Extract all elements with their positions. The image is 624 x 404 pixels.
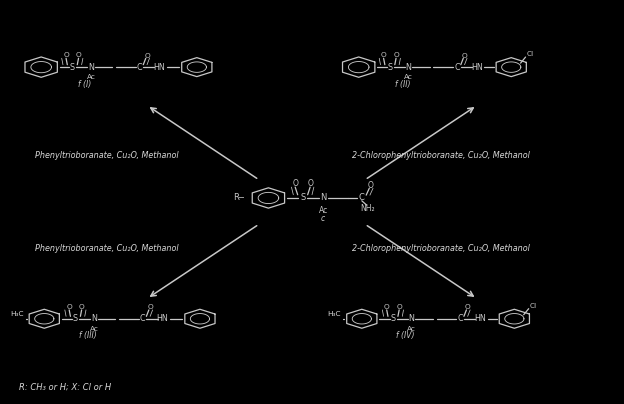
Text: Ac: Ac — [407, 326, 416, 332]
Text: O: O — [381, 52, 386, 58]
Text: O: O — [462, 53, 467, 59]
Text: 2-Chlorophenyltrioboranate, Cu₂O, Methanol: 2-Chlorophenyltrioboranate, Cu₂O, Methan… — [353, 244, 530, 253]
Text: C: C — [454, 63, 460, 72]
Text: Ac: Ac — [90, 326, 99, 332]
Text: O: O — [396, 304, 402, 310]
Text: Phenyltrioboranate, Cu₂O, Methanol: Phenyltrioboranate, Cu₂O, Methanol — [35, 151, 178, 160]
Text: NH₂: NH₂ — [361, 204, 376, 213]
Text: C: C — [359, 194, 365, 202]
Text: Phenyltrioboranate, Cu₂O, Methanol: Phenyltrioboranate, Cu₂O, Methanol — [35, 244, 178, 253]
Text: O: O — [368, 181, 373, 189]
Text: S: S — [391, 314, 396, 323]
Text: f (II): f (II) — [394, 80, 410, 88]
Text: C: C — [137, 63, 142, 72]
Text: N: N — [320, 194, 326, 202]
Text: Ac: Ac — [319, 206, 328, 215]
Text: R: CH₃ or H; X: Cl or H: R: CH₃ or H; X: Cl or H — [19, 382, 112, 391]
Text: O: O — [384, 304, 389, 310]
Text: N: N — [91, 314, 97, 323]
Text: HN: HN — [474, 314, 486, 323]
Text: O: O — [147, 305, 153, 311]
Text: Cl: Cl — [527, 51, 534, 57]
Text: HN: HN — [471, 63, 483, 72]
Text: S: S — [73, 314, 78, 323]
Text: O: O — [66, 304, 72, 310]
Text: C: C — [140, 314, 145, 323]
Text: S: S — [70, 63, 75, 72]
Text: N: N — [409, 314, 414, 323]
Text: 2-Chlorophenyltrioboranate, Cu₂O, Methanol: 2-Chlorophenyltrioboranate, Cu₂O, Methan… — [353, 151, 530, 160]
Text: HN: HN — [154, 63, 165, 72]
Text: N: N — [88, 63, 94, 72]
Text: N: N — [406, 63, 411, 72]
Text: Cl: Cl — [530, 303, 537, 309]
Text: HN: HN — [157, 314, 168, 323]
Text: O: O — [144, 53, 150, 59]
Text: O: O — [76, 52, 81, 58]
Text: R─: R─ — [233, 194, 244, 202]
Text: H₃C: H₃C — [10, 311, 24, 317]
Text: O: O — [292, 179, 298, 188]
Text: O: O — [393, 52, 399, 58]
Text: O: O — [79, 304, 84, 310]
Text: f (III): f (III) — [79, 331, 97, 340]
Text: f (IV): f (IV) — [396, 331, 414, 340]
Text: O: O — [63, 52, 69, 58]
Text: S: S — [388, 63, 392, 72]
Text: c: c — [321, 215, 325, 223]
Text: C: C — [457, 314, 463, 323]
Text: H₃C: H₃C — [328, 311, 341, 317]
Text: f (I): f (I) — [78, 80, 91, 88]
Text: O: O — [465, 305, 470, 311]
Text: Ac: Ac — [404, 74, 413, 80]
Text: Ac: Ac — [87, 74, 95, 80]
Text: O: O — [307, 179, 313, 188]
Text: S: S — [300, 194, 305, 202]
